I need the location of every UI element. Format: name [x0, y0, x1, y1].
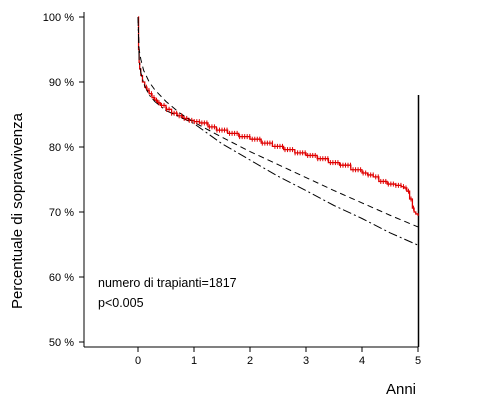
y-ticks: 50 % 60 % 70 % 80 % 90 % 100 %	[43, 12, 84, 349]
y-tick-label: 90 %	[49, 77, 74, 89]
y-tick-label: 70 %	[49, 207, 74, 219]
y-tick-label: 100 %	[43, 12, 74, 24]
y-axis-label: Percentuale di sopravvivenza	[9, 112, 26, 309]
survival-curve-expected-dashed	[137, 16, 419, 228]
annotation-transplants: numero di trapianti=1817	[98, 276, 237, 290]
x-tick-label: 4	[359, 355, 365, 367]
x-tick-label: 1	[191, 355, 197, 367]
x-tick-label: 5	[415, 355, 421, 367]
survival-curve-expected-dashdot	[137, 16, 419, 246]
x-tick-label: 0	[135, 355, 141, 367]
annotation-pvalue: p<0.005	[98, 296, 144, 310]
survival-curve-observed	[137, 16, 419, 216]
x-tick-label: 2	[247, 355, 253, 367]
x-axis-label: Anni	[386, 381, 416, 398]
y-tick-label: 80 %	[49, 142, 74, 154]
y-tick-label: 60 %	[49, 272, 74, 284]
series-group	[137, 16, 419, 246]
x-ticks: 0 1 2 3 4 5	[135, 347, 421, 367]
y-tick-label: 50 %	[49, 337, 74, 349]
x-tick-label: 3	[303, 355, 309, 367]
censor-marks	[145, 84, 415, 211]
